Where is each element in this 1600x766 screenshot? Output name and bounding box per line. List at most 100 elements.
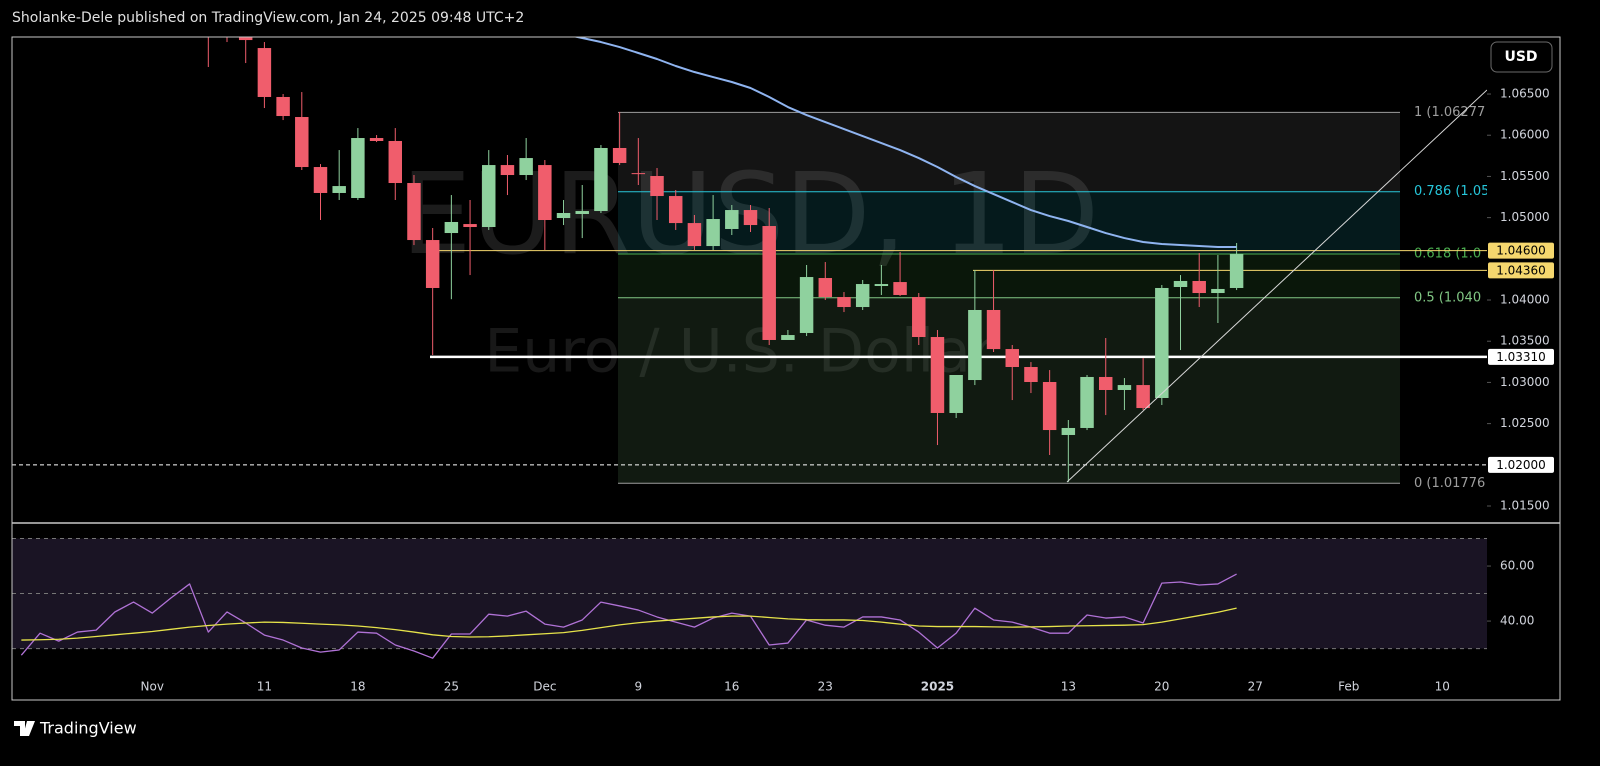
candle-body	[725, 210, 739, 229]
fib-level-label: 0.5 (1.040	[1414, 290, 1481, 305]
trendline	[1066, 89, 1487, 483]
candle-body	[837, 297, 851, 308]
candle-body	[968, 309, 982, 381]
candle-body	[407, 183, 421, 241]
y-tick-label: 1.03500	[1500, 334, 1550, 348]
y-tick-label: 1.01500	[1500, 499, 1550, 513]
footer-brand: TradingView	[39, 719, 137, 738]
axes: 1.01500 1.02500 1.03000 1.03500 1.04000 1.050…	[141, 87, 1554, 694]
candle-body	[1173, 280, 1188, 287]
rsi-tick-label: 60.00	[1500, 559, 1534, 573]
candle-body	[594, 147, 608, 212]
candle-body	[1024, 367, 1038, 383]
price-label-box	[1488, 456, 1554, 473]
chart-frame	[11, 36, 1561, 701]
rsi-line	[21, 607, 1237, 641]
candle-body	[313, 167, 328, 193]
x-tick-label: Dec	[533, 680, 556, 694]
footer-logo: TradingView	[14, 719, 137, 738]
candle-body	[1155, 287, 1169, 398]
price-label: 1.04600	[1496, 244, 1546, 258]
candle-body	[500, 165, 515, 176]
candle-body	[1192, 280, 1206, 294]
price-label: 1.02000	[1496, 458, 1546, 472]
currency-button[interactable]: USD	[1490, 41, 1553, 73]
price-label-box	[1488, 348, 1554, 365]
candle-body	[425, 240, 440, 288]
candle-body	[949, 375, 963, 413]
candle-body	[762, 226, 776, 340]
candle-body	[1211, 288, 1225, 294]
candle-body	[687, 223, 702, 247]
price-label-box	[1488, 262, 1554, 279]
candle-body	[986, 309, 1001, 350]
candle-body	[893, 282, 907, 295]
candle-body	[1080, 376, 1094, 428]
y-tick-label: 1.05000	[1500, 210, 1550, 224]
candle-body	[276, 96, 290, 117]
x-tick-label: 9	[635, 680, 643, 694]
y-tick-label: 1.06500	[1500, 87, 1550, 101]
candle-body	[538, 165, 552, 221]
candle-body	[650, 176, 664, 197]
candle-body	[612, 147, 627, 163]
candle-body	[706, 219, 720, 247]
candle-body	[1098, 376, 1113, 390]
candle-body	[575, 211, 589, 214]
candle-body	[369, 138, 384, 141]
y-tick-label: 1.04000	[1500, 293, 1550, 307]
x-tick-label: 18	[350, 680, 365, 694]
rsi-tick-label: 40.00	[1500, 614, 1534, 628]
publish-header: Sholanke-Dele published on TradingView.c…	[12, 10, 524, 26]
fib-zone	[618, 112, 1400, 192]
candle-body	[332, 186, 346, 193]
currency-button-label[interactable]: USD	[1504, 49, 1537, 65]
fib-zone	[618, 297, 1400, 484]
candle-body	[238, 37, 253, 41]
candle-body	[295, 117, 309, 168]
y-tick-label: 1.06000	[1500, 128, 1550, 142]
x-tick-label: 23	[818, 680, 833, 694]
y-tick-label: 1.03000	[1500, 375, 1550, 389]
candle-body	[463, 224, 477, 228]
x-tick-label: 11	[257, 680, 272, 694]
candle-body	[912, 297, 926, 338]
candle-body	[930, 337, 945, 413]
x-tick-label: 20	[1154, 680, 1169, 694]
x-tick-label: 25	[444, 680, 459, 694]
candle-body	[818, 278, 833, 298]
candle-body	[388, 140, 403, 184]
fib-level-label: 0.786 (1.05	[1414, 184, 1489, 199]
currency-button-frame[interactable]	[1490, 41, 1553, 73]
candle-body	[668, 196, 683, 224]
candle-body	[351, 138, 365, 199]
fib-level-label: 0 (1.01776	[1414, 476, 1485, 491]
candle-body	[631, 173, 646, 175]
candle-body	[1042, 382, 1057, 431]
rsi-pane	[12, 538, 1487, 659]
x-tick-label: 16	[724, 680, 739, 694]
candle-body	[1117, 385, 1132, 390]
price-pane: 1 (1.06277 0.786 (1.05 0.618 (1.0 0.5 (1.04…	[12, 37, 1489, 491]
candle-body	[1136, 385, 1150, 409]
watermark-description: Euro / U.S. Dollar	[484, 317, 996, 387]
fib-zone	[618, 254, 1400, 298]
x-tick-label: 27	[1248, 680, 1263, 694]
price-label: 1.04360	[1496, 263, 1546, 277]
candle-body	[781, 335, 795, 340]
y-tick-label: 1.02500	[1500, 416, 1550, 430]
candle-body	[444, 221, 459, 234]
logo-mark	[14, 721, 35, 736]
candle-body	[556, 213, 571, 219]
moving-average	[572, 37, 1237, 249]
x-tick-label: Feb	[1338, 680, 1359, 694]
candle-body	[743, 210, 758, 226]
candle-body	[874, 284, 889, 287]
candle-body	[519, 158, 533, 176]
fib-level-label: 1 (1.06277	[1414, 105, 1485, 120]
x-tick-label: 10	[1435, 680, 1450, 694]
y-tick-label: 1.05500	[1500, 169, 1550, 183]
x-tick-label: Nov	[141, 680, 164, 694]
fib-level-label: 0.618 (1.0	[1414, 247, 1481, 262]
